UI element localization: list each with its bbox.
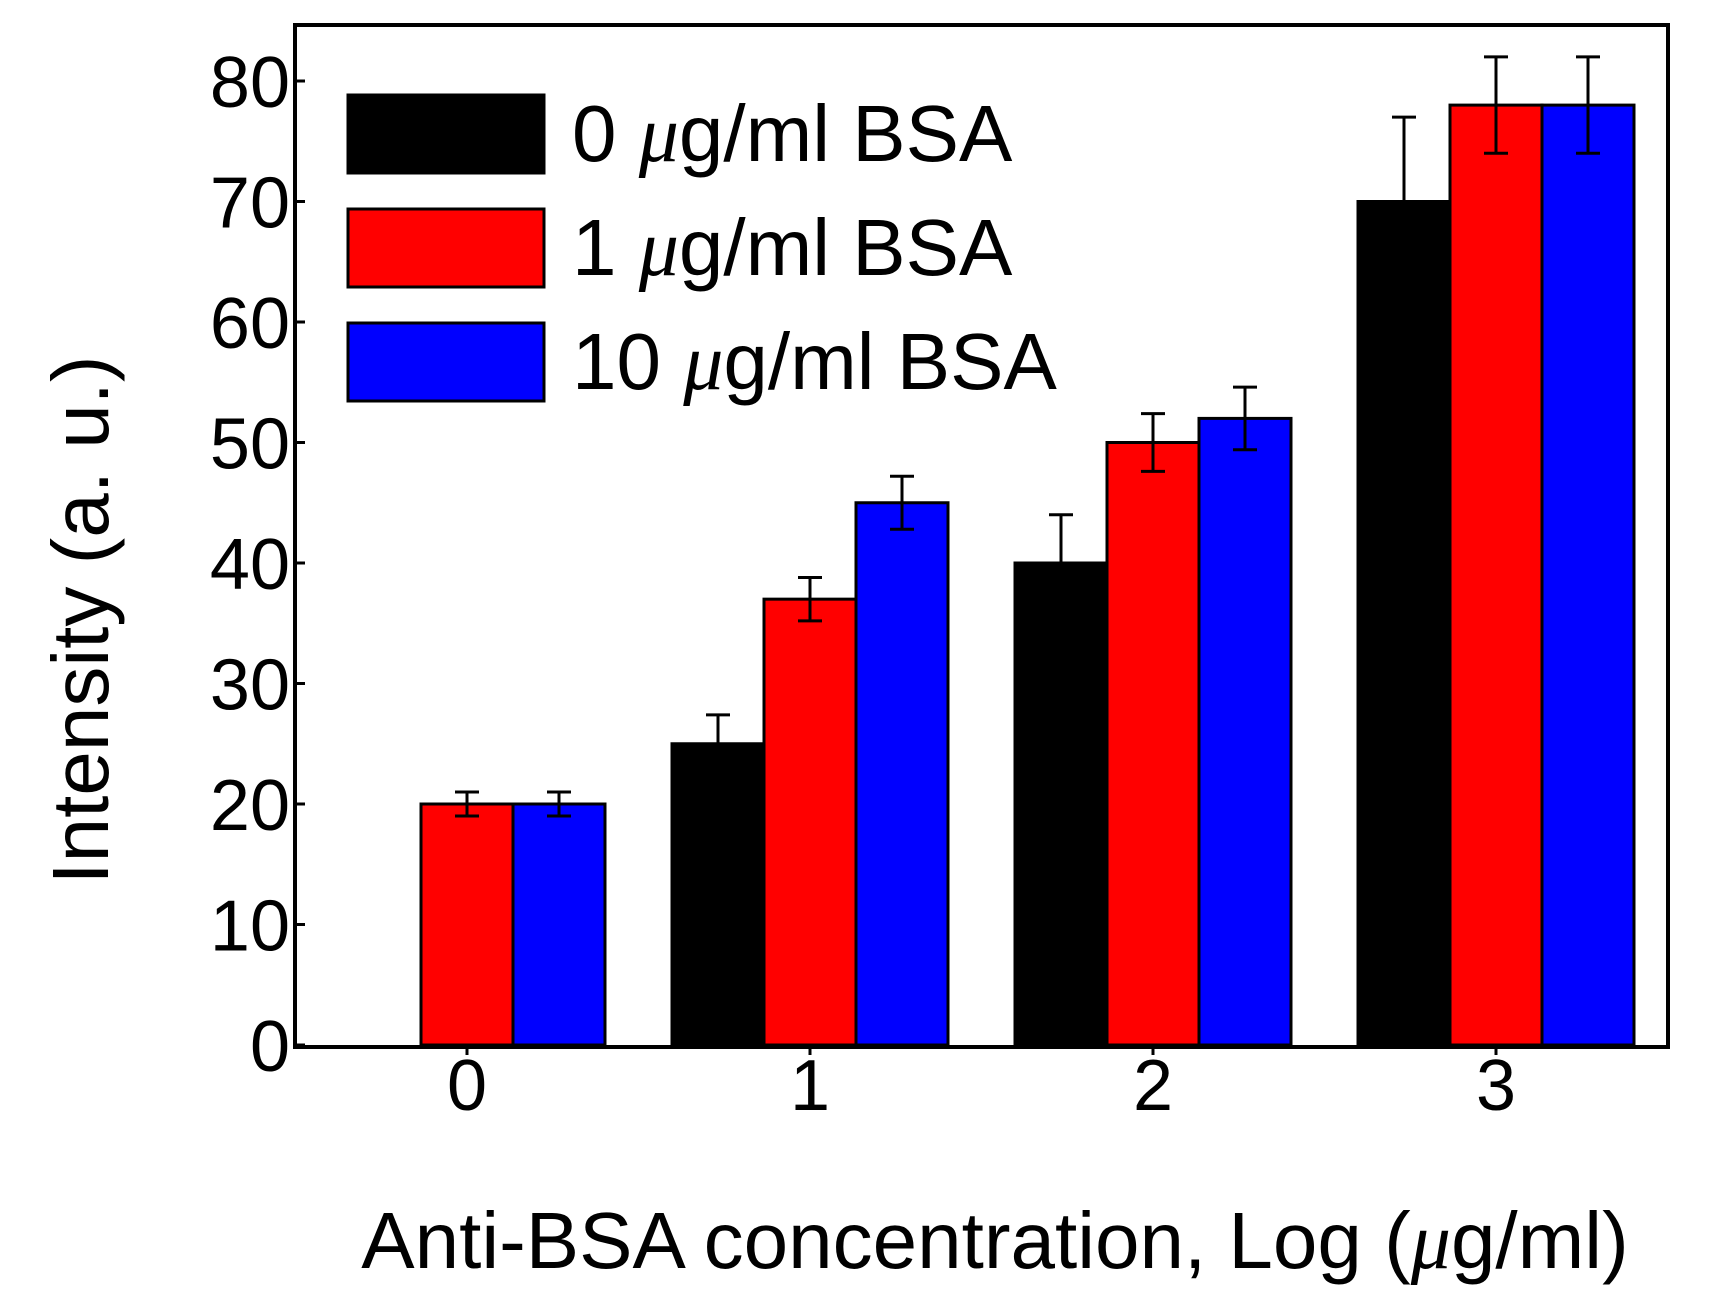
bar-series-1-cat-3 [1448,103,1544,1047]
legend-label-part: μ [638,91,679,179]
y-tick-label-80: 80 [210,43,290,123]
y-tick-label-60: 60 [210,284,290,364]
error-bar-series-2-cat-3 [1576,55,1600,155]
legend-label: 10 μg/ml BSA [572,317,1057,407]
x-tick-label-0: 0 [447,1046,487,1126]
bar-series-2-cat-1 [854,501,950,1047]
y-tick-label-40: 40 [210,525,290,605]
legend-swatch [346,93,546,175]
error-bar-series-2-cat-0 [547,790,571,818]
bar-series-0-cat-3 [1356,200,1452,1047]
x-tick-label-2: 2 [1133,1046,1173,1126]
bar-series-1-cat-2 [1105,441,1201,1047]
y-tick-label-50: 50 [210,405,290,485]
bar-series-0-cat-1 [670,742,766,1047]
bars-layer [419,103,1636,1047]
legend-swatch [346,207,546,289]
legend-swatch [346,321,546,403]
legend-label-part: μ [638,205,679,293]
x-axis-title-prefix: Anti-BSA concentration, Log ( [361,1196,1411,1285]
error-bar-series-1-cat-1 [798,575,822,623]
bar-series-2-cat-3 [1540,103,1636,1047]
legend-label-part: g/ml BSA [679,89,1013,178]
y-tick-label-30: 30 [210,646,290,726]
legend-label-part: μ [682,319,723,407]
y-tick-label-10: 10 [210,887,290,967]
error-bar-series-1-cat-2 [1141,412,1165,473]
bar-series-2-cat-0 [511,802,607,1047]
bar-series-1-cat-1 [762,597,858,1047]
error-bar-series-0-cat-1 [706,713,730,775]
x-axis-title-mu: μ [1410,1198,1451,1286]
error-bar-series-1-cat-3 [1484,55,1508,155]
y-axis-title: Intensity (a. u.) [36,355,125,884]
error-bar-series-1-cat-0 [455,790,479,818]
plot-frame [293,23,1670,1049]
error-bar-series-2-cat-2 [1233,385,1257,452]
x-axis: 0 1 2 3 [447,1045,1516,1126]
x-axis-title-suffix: g/ml) [1451,1196,1629,1285]
legend-label-part: 0 [572,89,639,178]
legend-item-2: 10 μg/ml BSA [346,317,1057,407]
bar-series-1-cat-0 [419,802,515,1047]
y-tick-label-0: 0 [250,1007,290,1087]
legend-label-part: g/ml BSA [723,317,1057,406]
error-bars-layer [455,55,1600,818]
bar-series-2-cat-2 [1197,416,1293,1047]
x-tick-label-1: 1 [790,1046,830,1126]
error-bar-series-0-cat-3 [1392,115,1416,288]
legend-item-0: 0 μg/ml BSA [346,89,1013,179]
bar-series-0-cat-2 [1013,561,1109,1047]
legend-label-part: 1 [572,203,639,292]
legend-label: 0 μg/ml BSA [572,89,1013,179]
y-axis: 0 10 20 30 40 50 60 70 80 [210,43,305,1087]
y-tick-label-70: 70 [210,164,290,244]
x-axis-title: Anti-BSA concentration, Log (μg/ml) [361,1196,1628,1286]
error-bar-series-2-cat-1 [890,474,914,531]
legend-label-part: g/ml BSA [679,203,1013,292]
legend-label-part: 10 [572,317,683,406]
legend-label: 1 μg/ml BSA [572,203,1013,293]
error-bar-series-0-cat-2 [1049,513,1073,613]
legend-item-1: 1 μg/ml BSA [346,203,1013,293]
x-tick-label-3: 3 [1476,1046,1516,1126]
y-tick-label-20: 20 [210,766,290,846]
